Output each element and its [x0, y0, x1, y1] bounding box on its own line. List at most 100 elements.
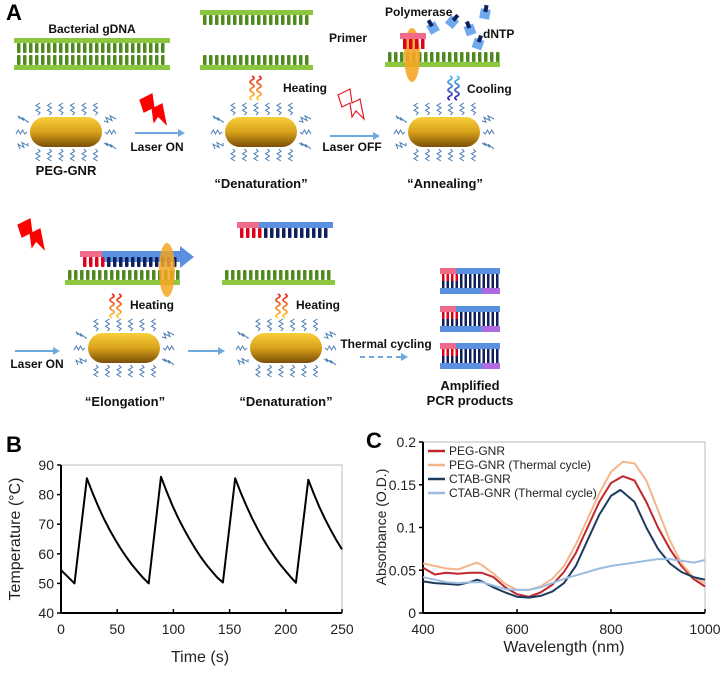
heating-waves-icon-1 [249, 75, 262, 101]
base-tooth [496, 349, 499, 356]
arrow-head-icon [401, 353, 408, 361]
strand-backbone [385, 62, 500, 67]
y-tick-label: 60 [38, 546, 54, 562]
y-tick-label: 90 [38, 457, 54, 473]
peg-ligand [447, 102, 454, 116]
base-tooth [149, 43, 153, 53]
base-tooth [496, 52, 500, 62]
base-tooth [321, 270, 325, 280]
base-tooth [487, 356, 490, 363]
wave-line [447, 75, 453, 101]
base-tooth [460, 356, 463, 363]
base-tooth [255, 270, 259, 280]
base-tooth [442, 312, 445, 319]
peg-ligand [312, 364, 319, 378]
base-tooth [469, 274, 472, 281]
peg-ligand [393, 128, 406, 136]
y-tick-label: 40 [38, 605, 54, 621]
peg-ligand [424, 102, 431, 116]
base-tooth [53, 43, 57, 53]
peg-ligand [161, 358, 175, 366]
base-tooth [464, 281, 467, 288]
base-tooth [299, 15, 303, 25]
peg-ligand [17, 141, 29, 150]
base-tooth [327, 270, 331, 280]
base-tooth [484, 52, 488, 62]
legend-label: CTAB-GNR (Thermal cycle) [449, 486, 597, 500]
base-tooth [496, 312, 499, 319]
base-tooth [469, 356, 472, 363]
base-tooth [451, 349, 454, 356]
peg-ligand [58, 102, 64, 116]
gold-nanorod [408, 117, 480, 147]
step-arrow-4 [188, 347, 225, 355]
base-tooth [95, 257, 99, 267]
base-tooth [446, 281, 449, 288]
legend-label: PEG-GNR (Thermal cycle) [449, 458, 591, 472]
base-tooth [473, 356, 476, 363]
base-tooth [464, 349, 467, 356]
base-tooth [59, 43, 63, 53]
base-tooth [478, 356, 481, 363]
peg-ligand [278, 364, 284, 378]
b-x-axis-title: Time (s) [171, 649, 229, 666]
primer-backbone [440, 268, 456, 274]
peg-ligand [413, 102, 419, 116]
step-arrow-3 [15, 347, 60, 355]
panel-label-c: C [366, 428, 382, 453]
dntp-icon [471, 34, 485, 51]
base-tooth [131, 257, 135, 267]
new-strand-backbone [259, 222, 333, 228]
dntp-label: dNTP [483, 27, 514, 41]
arrow-head-icon [218, 347, 225, 355]
legend-item: PEG-GNR [428, 444, 505, 458]
peg-ligand [424, 148, 431, 162]
base-tooth [466, 52, 470, 62]
base-tooth [454, 52, 458, 62]
primer-backbone [482, 363, 500, 369]
new-strand-backbone [102, 251, 180, 257]
wave-line [109, 293, 115, 319]
base-tooth [446, 312, 449, 319]
base-tooth [113, 55, 117, 65]
y-tick-label: 70 [38, 516, 54, 532]
peg-ligand [276, 102, 282, 116]
base-tooth [35, 55, 39, 65]
base-tooth [487, 319, 490, 326]
peg-ligand [264, 102, 271, 116]
peg-ligand [482, 128, 495, 136]
base-tooth [161, 43, 165, 53]
base-tooth [53, 55, 57, 65]
base-tooth [215, 55, 219, 65]
peg-ligand [312, 318, 319, 332]
base-tooth [71, 43, 75, 53]
peg-ligand [287, 102, 294, 116]
dntp-base [451, 13, 460, 22]
strand-backbone [440, 268, 500, 274]
peg-ligand [104, 318, 111, 332]
base-tooth [491, 356, 494, 363]
peg-ligand [75, 357, 87, 366]
base-tooth [276, 228, 280, 238]
peg-ligand [413, 148, 419, 162]
peg-ligand [127, 318, 134, 332]
base-tooth [281, 55, 285, 65]
base-tooth [252, 228, 256, 238]
peg-ligand [35, 102, 41, 116]
base-tooth [293, 55, 297, 65]
base-tooth [137, 55, 141, 65]
gold-nanorod [250, 333, 322, 363]
base-tooth [267, 270, 271, 280]
series-line-ctab-gnr [422, 488, 706, 599]
peg-ligand [93, 318, 99, 332]
base-tooth [65, 43, 69, 53]
base-tooth [455, 312, 458, 319]
peg-ligand [395, 115, 407, 124]
dntp-base [483, 4, 489, 13]
base-tooth [460, 349, 463, 356]
x-tick-label: 50 [109, 621, 125, 637]
base-tooth [300, 228, 304, 238]
base-tooth [155, 43, 159, 53]
strand-backbone [440, 363, 500, 369]
base-tooth [487, 349, 490, 356]
